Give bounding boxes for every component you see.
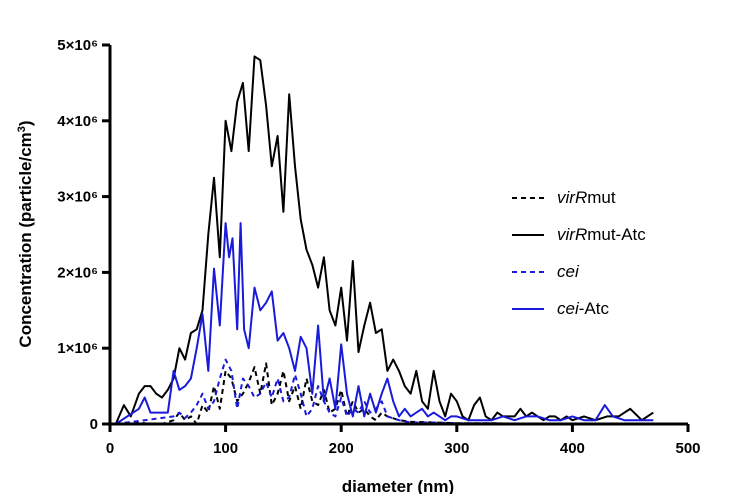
series-line-4 [115,222,654,425]
x-tick-label: 300 [444,440,469,457]
x-tick-label: 100 [213,440,238,457]
series-line-3 [115,358,631,425]
plot-lines [114,55,654,425]
y-tick-label: 4×10⁶ [57,113,98,130]
legend-label: virRmut-Atc [557,225,646,244]
axes: 0 1×10⁶ 2×10⁶ 3×10⁶ 4×10⁶ 5×10⁶ 0 100 200 300 400… [57,37,700,457]
y-tick-label: 2×10⁶ [57,264,98,281]
legend-label: virRmut [557,188,616,207]
y-tick-label: 3×10⁶ [57,189,98,206]
series-line-2 [114,55,654,425]
x-ticks: 0 100 200 300 400 500 [106,424,701,457]
x-tick-label: 0 [106,440,114,457]
y-ticks: 0 1×10⁶ 2×10⁶ 3×10⁶ 4×10⁶ 5×10⁶ [57,37,110,433]
y-tick-label: 5×10⁶ [57,37,98,54]
series-line-1 [115,362,631,425]
y-axis-title: Concentration (particle/cm3) [16,120,35,347]
x-tick-label: 200 [329,440,354,457]
x-tick-label: 500 [675,440,700,457]
legend-label: cei [557,262,580,281]
legend: virRmut virRmut-Atc cei cei-Atc [512,188,646,318]
y-tick-label: 1×10⁶ [57,340,98,357]
x-tick-label: 400 [560,440,585,457]
x-axis-title: diameter (nm) [342,477,454,494]
legend-label: cei-Atc [557,299,609,318]
y-tick-label: 0 [90,416,98,433]
